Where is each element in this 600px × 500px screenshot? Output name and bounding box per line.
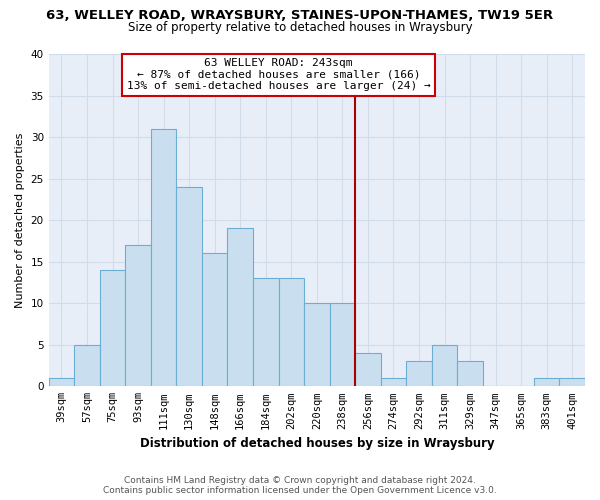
Bar	[304, 303, 329, 386]
Bar	[380, 378, 406, 386]
Bar	[534, 378, 559, 386]
Bar	[278, 278, 304, 386]
Bar	[355, 353, 380, 386]
Bar	[125, 245, 151, 386]
X-axis label: Distribution of detached houses by size in Wraysbury: Distribution of detached houses by size …	[140, 437, 494, 450]
Y-axis label: Number of detached properties: Number of detached properties	[15, 132, 25, 308]
Text: 63 WELLEY ROAD: 243sqm
← 87% of detached houses are smaller (166)
13% of semi-de: 63 WELLEY ROAD: 243sqm ← 87% of detached…	[127, 58, 430, 92]
Bar	[329, 303, 355, 386]
Bar	[559, 378, 585, 386]
Text: Size of property relative to detached houses in Wraysbury: Size of property relative to detached ho…	[128, 21, 472, 34]
Text: 63, WELLEY ROAD, WRAYSBURY, STAINES-UPON-THAMES, TW19 5ER: 63, WELLEY ROAD, WRAYSBURY, STAINES-UPON…	[46, 9, 554, 22]
Bar	[253, 278, 278, 386]
Bar	[100, 270, 125, 386]
Bar	[432, 345, 457, 387]
Bar	[457, 362, 483, 386]
Text: Contains HM Land Registry data © Crown copyright and database right 2024.
Contai: Contains HM Land Registry data © Crown c…	[103, 476, 497, 495]
Bar	[49, 378, 74, 386]
Bar	[202, 254, 227, 386]
Bar	[176, 187, 202, 386]
Bar	[74, 345, 100, 387]
Bar	[406, 362, 432, 386]
Bar	[227, 228, 253, 386]
Bar	[151, 129, 176, 386]
